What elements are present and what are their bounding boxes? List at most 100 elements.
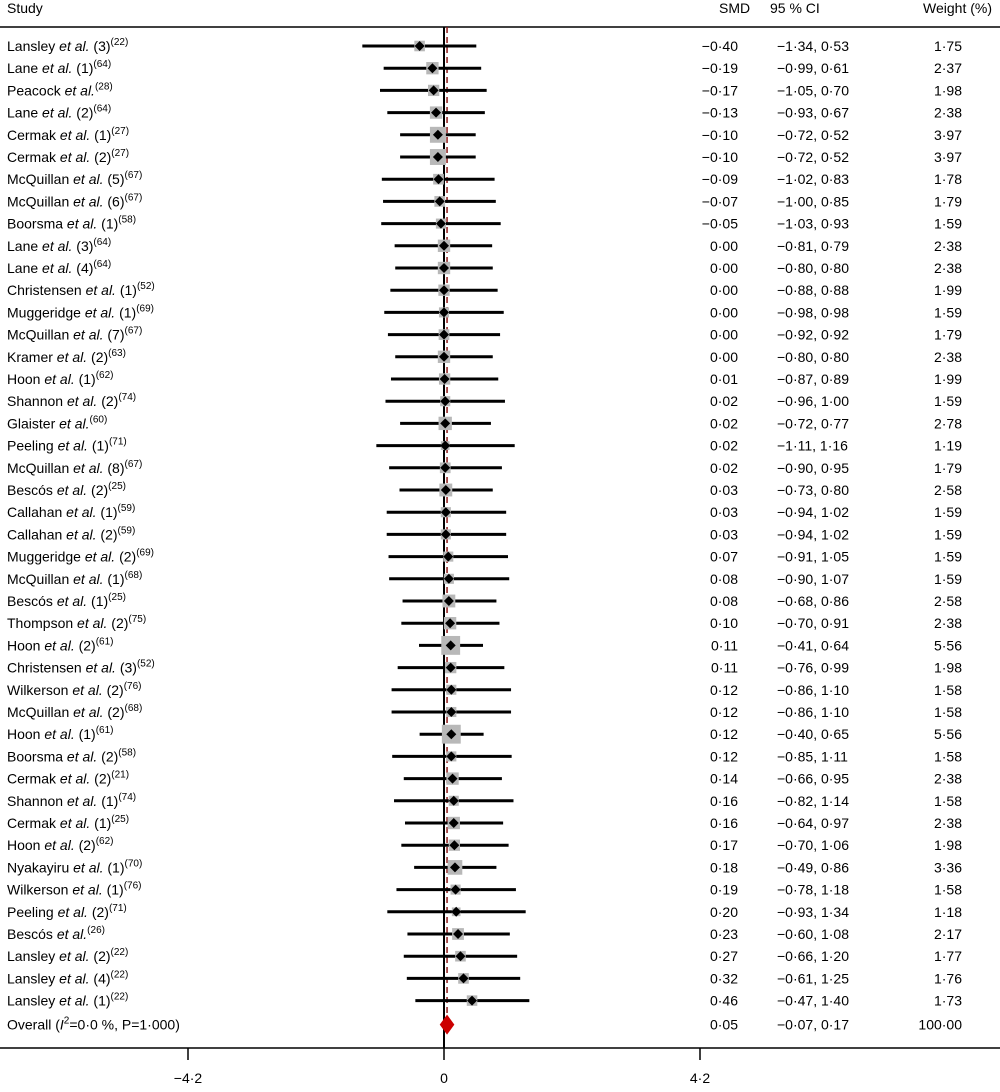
study-row: Muggeridge et al. (1)(69) 0·00 −0·98, 0·98… [7,303,962,320]
study-suffix: (2) [75,837,96,853]
study-label: Lansley et al. (2)(22) [7,947,128,964]
ci-value: −0·70, 1·06 [777,837,849,853]
study-suffix: (3) [72,238,93,254]
study-row: Peeling et al. (2)(71) 0·20 −0·93, 1·34 1·1… [7,903,962,920]
study-row: Hoon et al. (2)(61) 0·11 −0·41, 0·64 5·56 [7,635,962,655]
point-estimate [443,551,454,562]
study-author: Boorsma [7,216,67,232]
study-etal: et al. [57,593,87,609]
study-author: Nyakayiru [7,859,73,875]
point-estimate [467,995,478,1006]
overall-ci-value: −0·07, 0·17 [777,1017,849,1033]
weight-value: 3·97 [934,127,962,143]
study-etal: et al. [73,859,103,875]
study-author: Cermak [7,771,60,787]
weight-value: 1·59 [934,526,962,542]
smd-value: 0·18 [710,859,738,875]
smd-value: 0·16 [710,815,738,831]
smd-value: 0·12 [710,704,738,720]
ci-value: −0·92, 0·92 [777,327,849,343]
study-label: Hoon et al. (1)(62) [7,370,114,387]
smd-value: 0·00 [710,349,738,365]
study-etal: et al. [86,660,116,676]
smd-value: 0·17 [710,837,738,853]
ci-value: −0·94, 1·02 [777,526,849,542]
study-label: Christensen et al. (3)(52) [7,659,155,676]
study-ref: (27) [111,148,129,159]
ci-value: −1·05, 0·70 [777,82,849,98]
study-row: Cermak et al. (2)(27) −0·10 −0·72, 0·52 3·9… [7,148,962,165]
study-label: Peacock et al.(28) [7,81,113,98]
study-etal: et al. [42,60,72,76]
study-etal: et al. [59,415,89,431]
point-estimate [455,951,466,962]
study-label: Lane et al. (1)(64) [7,59,111,76]
study-author: Cermak [7,127,60,143]
study-label: Bescós et al.(26) [7,925,105,942]
study-suffix: (4) [90,970,111,986]
study-row: Cermak et al. (1)(25) 0·16 −0·64, 0·97 2·38 [7,814,962,831]
ci-value: −0·41, 0·64 [777,637,849,653]
smd-value: 0·11 [711,660,738,676]
ci-value: −0·93, 0·67 [777,105,849,121]
ci-value: −1·34, 0·53 [777,38,849,54]
ci-value: −0·85, 1·11 [777,748,848,764]
smd-value: 0·02 [710,460,738,476]
overall-weight-value: 100·00 [918,1017,962,1033]
study-ref: (63) [108,348,126,359]
study-etal: et al. [73,327,103,343]
study-author: Lane [7,238,42,254]
study-etal: et al. [86,282,116,298]
ci-value: −1·02, 0·83 [777,171,849,187]
weight-value: 1·75 [934,38,962,54]
x-tick-label: 0 [440,1070,448,1086]
study-author: Muggeridge [7,549,85,565]
weight-value: 1·19 [934,438,962,454]
study-author: Cermak [7,149,60,165]
smd-value: −0·40 [702,38,738,54]
point-estimate [443,596,454,606]
study-etal: et al. [44,637,74,653]
weight-value: 1·58 [934,682,962,698]
study-suffix: (2) [97,393,118,409]
weight-value: 1·76 [934,970,962,986]
study-etal: et al. [65,82,95,98]
study-author: Lane [7,105,42,121]
study-row: Bescós et al. (2)(25) 0·03 −0·73, 0·80 2·58 [7,481,962,498]
ci-value: −0·72, 0·52 [777,149,849,165]
study-author: Christensen [7,660,86,676]
ci-value: −0·80, 0·80 [777,349,849,365]
study-suffix: (1) [75,371,96,387]
study-author: Callahan [7,526,66,542]
study-ref: (25) [111,814,129,825]
study-ref: (67) [125,170,143,181]
study-suffix: (2) [115,549,136,565]
point-estimate [432,152,443,162]
study-author: Bescós [7,482,57,498]
study-label: Peeling et al. (2)(71) [7,903,127,920]
study-author: Lane [7,260,42,276]
point-estimate [448,795,459,806]
point-estimate [434,196,445,207]
smd-value: 0·14 [710,771,738,787]
study-suffix: (1) [90,127,111,143]
ci-value: −0·73, 0·80 [777,482,849,498]
study-row: Thompson et al. (2)(75) 0·10 −0·70, 0·91 2·… [7,614,962,631]
study-suffix: (2) [103,682,124,698]
ci-value: −0·61, 1·25 [777,970,849,986]
study-label: Callahan et al. (1)(59) [7,503,135,520]
study-row: Bescós et al. (1)(25) 0·08 −0·68, 0·86 2·58 [7,592,962,609]
weight-value: 1·58 [934,793,962,809]
study-author: Bescós [7,926,57,942]
study-suffix: (2) [72,105,93,121]
point-estimate [446,684,457,695]
study-label: Muggeridge et al. (2)(69) [7,548,154,565]
study-ref: (64) [93,59,111,70]
study-label: Lane et al. (2)(64) [7,104,111,121]
weight-value: 1·59 [934,216,962,232]
ci-value: −0·86, 1·10 [777,682,849,698]
header-weight: Weight (%) [923,0,992,16]
overall-label-rest: =0·0 %, P=1·000) [69,1017,180,1033]
ci-value: −0·91, 1·05 [777,549,849,565]
weight-value: 2·38 [934,815,962,831]
